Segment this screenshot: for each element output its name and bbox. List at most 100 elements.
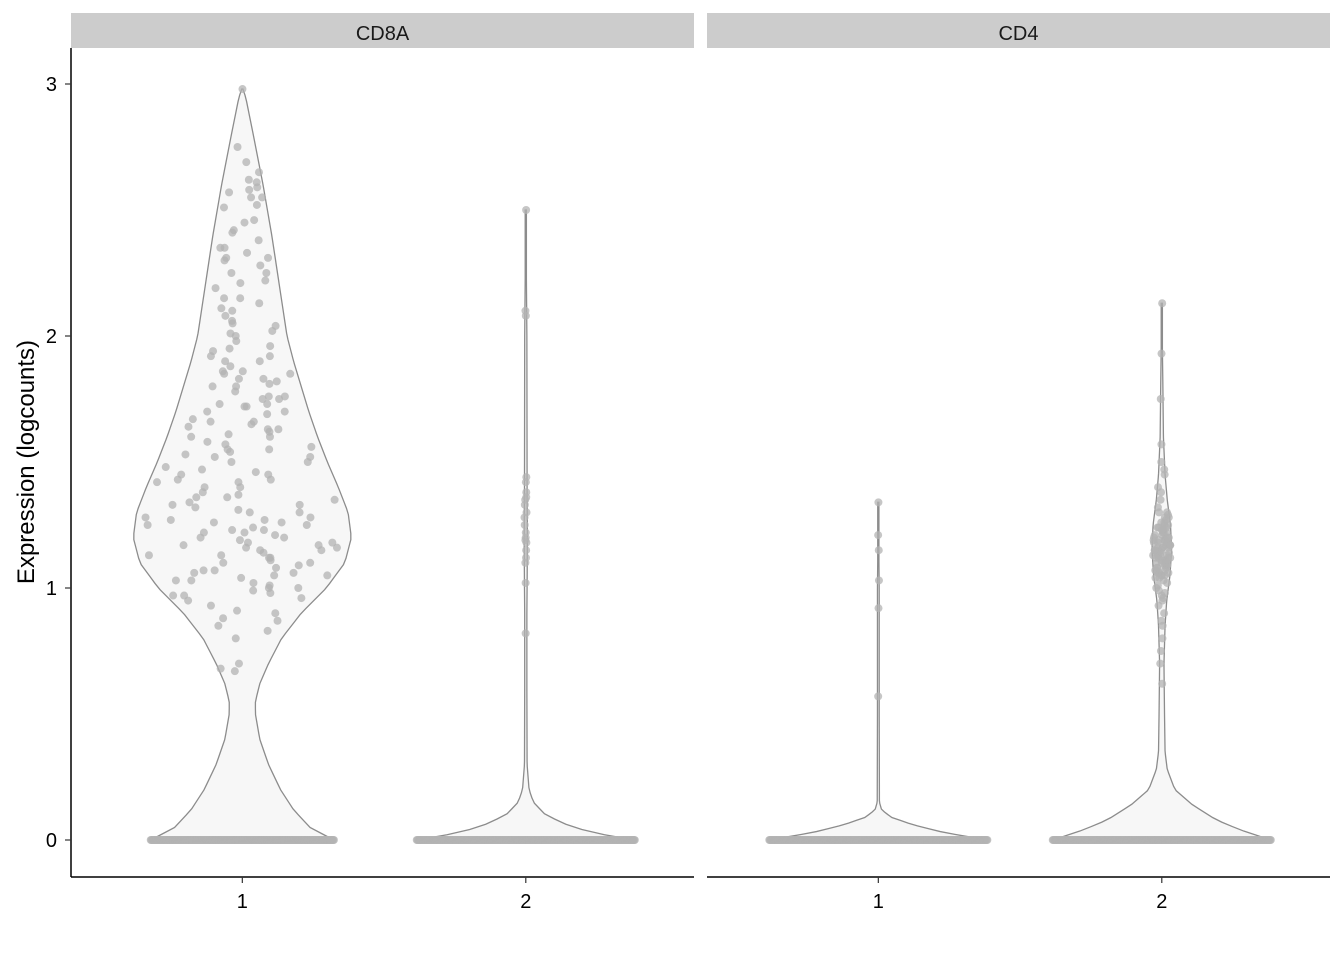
data-point	[323, 571, 332, 580]
data-point	[874, 546, 883, 555]
x-tick-label: 1	[237, 891, 248, 913]
data-point	[210, 566, 219, 575]
data-point	[1163, 533, 1172, 542]
data-point	[1157, 558, 1166, 567]
data-point	[243, 248, 252, 257]
data-point	[1154, 601, 1163, 610]
data-point	[270, 571, 279, 580]
data-point	[302, 521, 311, 529]
data-point	[214, 621, 223, 630]
data-point	[198, 488, 207, 497]
data-point	[874, 531, 883, 540]
data-point	[203, 407, 212, 416]
data-point	[1166, 541, 1175, 550]
data-point	[1157, 458, 1166, 466]
data-point	[232, 382, 241, 391]
data-point	[219, 203, 228, 212]
data-point	[271, 609, 280, 618]
data-point	[1156, 647, 1165, 655]
data-point	[181, 450, 190, 459]
strip-background	[707, 13, 1330, 48]
data-point	[265, 379, 274, 388]
data-point	[256, 546, 265, 555]
data-point	[245, 185, 254, 194]
panel-cd8a: CD8A 0 1 2 3 1 2	[46, 13, 694, 913]
data-point	[522, 206, 531, 214]
data-point	[874, 604, 883, 613]
data-point	[161, 463, 170, 472]
data-point	[234, 374, 243, 383]
data-point	[1157, 349, 1166, 358]
data-point	[228, 526, 237, 535]
data-point	[521, 629, 530, 638]
data-point	[219, 614, 228, 623]
data-point	[199, 566, 208, 575]
strip-background	[71, 13, 694, 48]
data-point	[206, 601, 215, 610]
data-point	[1160, 609, 1169, 618]
data-point	[1158, 299, 1167, 308]
y-tick-label: 0	[46, 830, 57, 852]
data-point	[209, 518, 218, 527]
y-tick-label: 1	[46, 578, 57, 600]
data-point	[630, 836, 639, 844]
data-point	[521, 478, 530, 487]
data-point	[236, 294, 245, 303]
data-point	[245, 508, 254, 517]
data-point	[259, 374, 268, 383]
data-point	[192, 493, 201, 502]
data-point	[244, 175, 253, 184]
data-point	[264, 392, 273, 401]
data-point	[265, 427, 274, 436]
data-point	[225, 344, 234, 353]
data-point	[1150, 546, 1159, 555]
data-point	[295, 508, 304, 517]
data-point	[206, 352, 215, 361]
data-point	[228, 319, 237, 328]
data-point	[280, 533, 289, 542]
data-point	[1158, 634, 1167, 643]
data-point	[144, 551, 153, 560]
data-point	[251, 468, 260, 477]
data-point	[1156, 659, 1165, 668]
data-point	[262, 269, 271, 277]
panel-cd4: CD4 1 2	[707, 13, 1330, 913]
data-point	[254, 168, 263, 177]
data-point	[184, 596, 193, 605]
data-point	[1266, 836, 1275, 844]
data-point	[274, 425, 283, 434]
data-point	[227, 269, 236, 277]
data-point	[169, 591, 178, 600]
data-point	[208, 382, 217, 391]
data-point	[224, 430, 233, 439]
data-point	[983, 836, 992, 844]
data-point	[143, 521, 152, 529]
data-point	[230, 667, 239, 676]
data-point	[252, 178, 261, 187]
data-point	[216, 243, 225, 252]
data-point	[255, 357, 264, 366]
data-point	[215, 400, 224, 409]
data-point	[272, 563, 281, 572]
data-point	[252, 200, 261, 209]
data-point	[234, 659, 243, 668]
data-point	[220, 256, 229, 265]
data-point	[1156, 395, 1165, 403]
y-tick-label: 2	[46, 326, 57, 348]
data-point	[275, 395, 284, 403]
data-point	[227, 458, 236, 466]
data-point	[249, 586, 258, 595]
data-point	[221, 311, 230, 320]
data-point	[249, 523, 258, 532]
data-point	[522, 546, 531, 555]
data-point	[258, 193, 267, 202]
data-point	[314, 541, 323, 550]
data-point	[243, 538, 252, 547]
data-point	[234, 505, 243, 514]
x-tick-label: 2	[1156, 891, 1167, 913]
data-point	[330, 495, 339, 504]
data-point	[263, 626, 272, 635]
data-point	[256, 261, 265, 270]
data-point	[238, 85, 247, 94]
data-point	[226, 447, 235, 456]
